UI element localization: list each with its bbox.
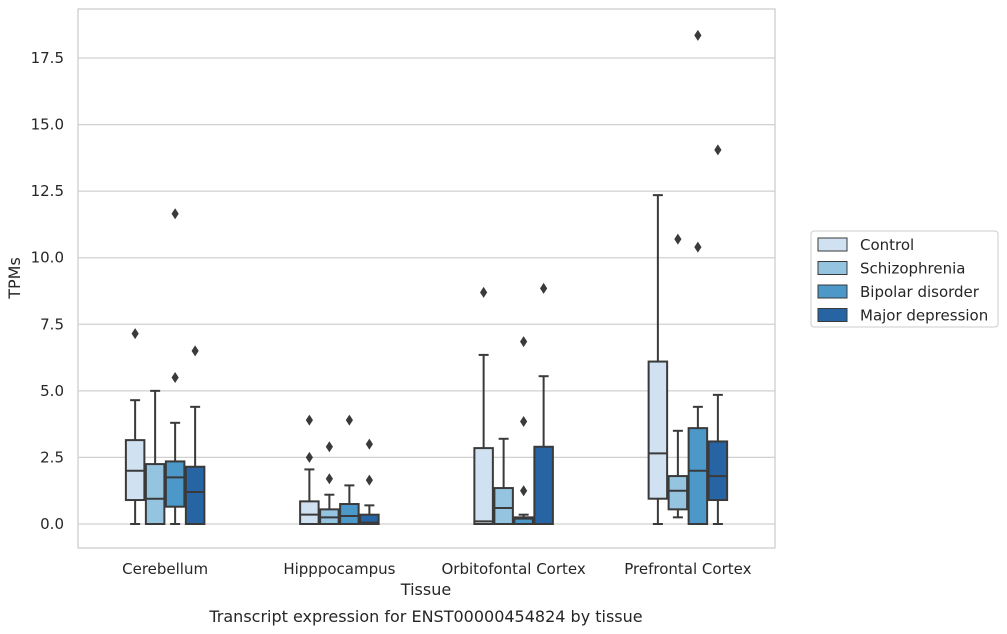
outlier-point	[480, 286, 488, 298]
box-body	[144, 463, 166, 526]
box-body	[184, 465, 206, 525]
box-bipolar-disorder	[339, 414, 360, 525]
x-axis-title: Tissue	[400, 580, 451, 599]
legend-swatch	[817, 261, 848, 275]
box-control	[299, 414, 320, 526]
legend: Control Schizophrenia Bipolar disorder Majo…	[810, 230, 999, 328]
outlier-point	[694, 241, 702, 253]
outlier-point	[345, 414, 353, 426]
box-body	[164, 460, 186, 508]
outlier-point	[171, 372, 179, 384]
box-body	[359, 513, 380, 525]
box-schizophrenia	[144, 389, 166, 526]
box-control	[473, 286, 494, 526]
chart-caption: Transcript expression for ENST0000045482…	[208, 607, 642, 626]
outlier-point	[325, 441, 333, 453]
box-body	[687, 427, 709, 525]
box-control	[647, 194, 669, 525]
box-major-depression	[533, 282, 554, 525]
outlier-point	[520, 485, 528, 497]
y-tick-label: 5.0	[40, 382, 64, 400]
x-tick-label: Prefrontal Cortex	[624, 560, 751, 578]
legend-swatch	[817, 237, 848, 252]
outlier-point	[520, 336, 528, 348]
legend-label: Control	[860, 236, 914, 254]
y-tick-label: 17.5	[31, 49, 64, 67]
y-tick-label: 15.0	[31, 116, 64, 134]
box-body	[513, 516, 534, 525]
box-body	[533, 445, 554, 525]
plot-frame	[77, 8, 776, 549]
box-body	[339, 503, 360, 525]
outlier-point	[325, 473, 333, 485]
box-major-depression	[707, 144, 729, 525]
y-tick-label: 2.5	[40, 448, 64, 466]
y-tick-label: 7.5	[40, 315, 64, 333]
x-tick-label: Cerebellum	[122, 560, 208, 578]
y-tick-label: 0.0	[40, 515, 64, 533]
x-tick-label: Hipppocampus	[283, 560, 395, 578]
x-tick-label: Orbitofontal Cortex	[442, 560, 586, 578]
legend-swatch	[817, 308, 848, 322]
box-bipolar-disorder	[513, 336, 534, 525]
y-axis-title: TPMs	[5, 257, 24, 300]
box-schizophrenia	[667, 233, 689, 519]
legend-label: Bipolar disorder	[860, 283, 980, 301]
legend-label: Schizophrenia	[860, 260, 965, 278]
x-tick-labels: Cerebellum Hipppocampus Orbitofontal Corte…	[122, 560, 751, 578]
y-tick-label: 12.5	[31, 182, 64, 200]
box-body	[299, 500, 320, 526]
outlier-point	[520, 415, 528, 427]
box-body	[667, 475, 689, 511]
outlier-point	[131, 328, 139, 340]
legend-label: Major depression	[860, 307, 988, 325]
box-bipolar-disorder	[687, 29, 709, 525]
outlier-point	[191, 345, 199, 357]
box-control	[124, 328, 146, 525]
box-body	[707, 440, 729, 502]
box-body	[493, 487, 514, 525]
outlier-point	[171, 208, 179, 220]
box-schizophrenia	[319, 441, 340, 525]
legend-swatch	[817, 284, 848, 299]
outlier-point	[714, 144, 722, 156]
legend-frame	[810, 230, 999, 328]
outlier-point	[674, 233, 682, 245]
box-schizophrenia	[493, 437, 514, 525]
box-major-depression	[184, 345, 206, 525]
outlier-point	[365, 438, 373, 450]
y-tick-labels: 0.0 2.5 5.0 7.5 10.0 12.5 15.0 17.5	[31, 49, 64, 533]
box-bipolar-disorder	[164, 208, 186, 525]
boxes-layer	[124, 29, 729, 526]
outlier-point	[305, 451, 313, 463]
y-tick-label: 10.0	[31, 249, 64, 267]
box-major-depression	[359, 438, 380, 525]
box-body	[473, 447, 494, 526]
box-body	[647, 360, 669, 500]
outlier-point	[365, 474, 373, 486]
outlier-point	[305, 414, 313, 426]
outlier-point	[694, 29, 702, 41]
outlier-point	[540, 282, 548, 294]
